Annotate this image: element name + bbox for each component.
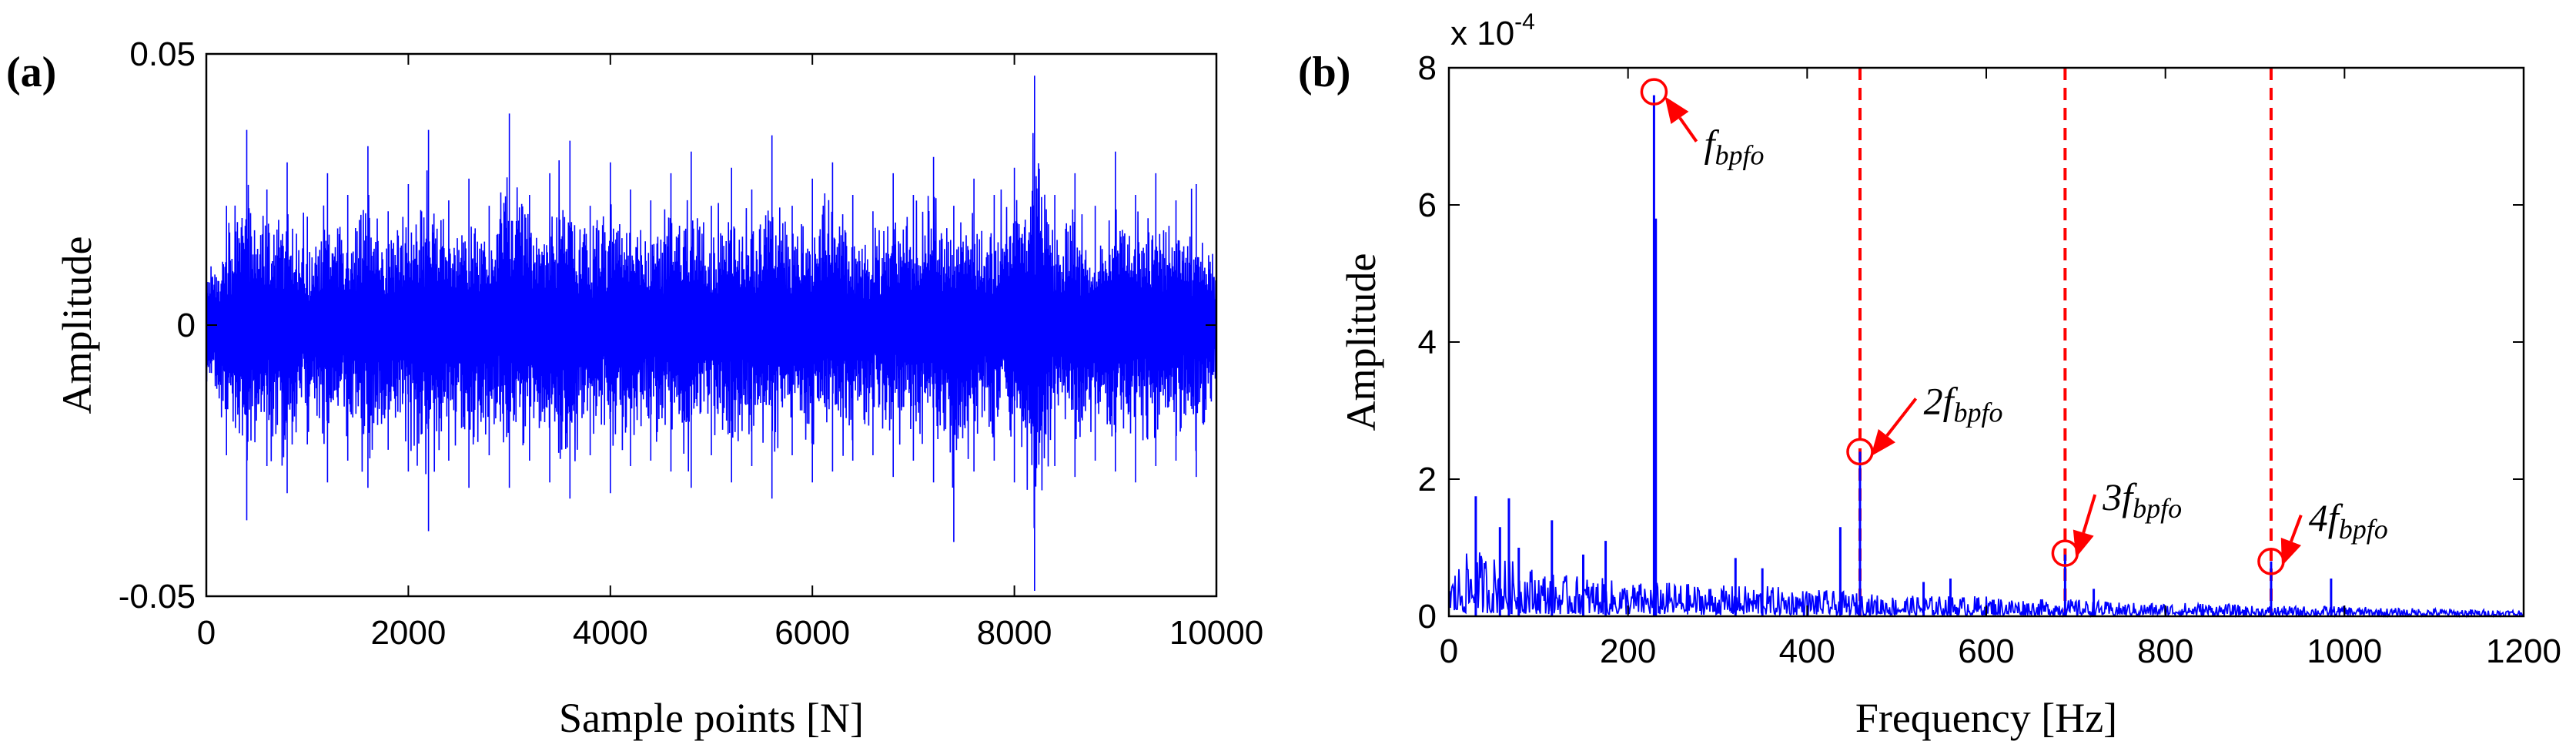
- panel-a-x-tick-label: 8000: [977, 614, 1052, 652]
- panel-b-x-tick-label: 200: [1600, 632, 1656, 670]
- panel-a-y-ticks: -0.05 0 0.05: [119, 35, 1216, 616]
- panel-a-y-axis-label: Amplitude: [54, 236, 100, 414]
- panel-b-x-tick-label: 600: [1958, 632, 2014, 670]
- panel-b-x-tick-label: 0: [1440, 632, 1458, 670]
- panel-b-annotation-label: 2fbpfo: [1924, 379, 2003, 428]
- panel-b-x-tick-label: 1000: [2307, 632, 2382, 670]
- panel-b-y-tick-label: 8: [1418, 49, 1437, 87]
- panel-b-annotation-arrow-shaft: [1678, 116, 1698, 143]
- panel-b-x-ticks: 0 200 400 600 800 1000 1200: [1440, 68, 2561, 670]
- panel-b-annotations: fbpfo 2fbpfo 3fbpfo 4fbpfo: [1705, 122, 2388, 545]
- panel-b-x-tick-label: 400: [1779, 632, 1835, 670]
- panel-a-x-tick-label: 6000: [774, 614, 850, 652]
- panel-a-label: (a): [6, 49, 56, 96]
- panel-b-annotation-arrow-head: [1870, 428, 1895, 457]
- panel-b-annotation-arrow-head: [1664, 96, 1689, 125]
- panel-b-y-ticks: 0 2 4 6 8: [1418, 49, 2524, 636]
- panel-b-annotation-arrow-head: [2280, 538, 2302, 566]
- panel-b-annotation-arrow-shaft: [2290, 515, 2303, 542]
- panel-a-x-tick-label: 4000: [573, 614, 648, 652]
- panel-a-y-tick-label: 0: [177, 307, 196, 344]
- panel-a-signal: [206, 75, 1217, 591]
- panel-b-y-tick-label: 4: [1418, 324, 1437, 361]
- panel-b-annotation-label: 3fbpfo: [2102, 475, 2182, 524]
- panel-b-annotation-arrow-shaft: [2082, 494, 2097, 534]
- panel-b-exponent-label: x 10-4: [1450, 9, 1535, 52]
- panel-b-exponent-power: -4: [1514, 9, 1535, 35]
- panel-a-x-ticks: 0 2000 4000 6000 8000 10000: [197, 54, 1263, 652]
- panel-b-annotation-label: 4fbpfo: [2309, 496, 2388, 545]
- panel-a-y-tick-label: 0.05: [129, 35, 196, 73]
- panel-a-x-tick-label: 10000: [1169, 614, 1263, 652]
- panel-b-y-axis-label: Amplitude: [1338, 253, 1384, 431]
- panel-a-x-axis-label: Sample points [N]: [559, 695, 864, 741]
- panel-b-annotation-arrow-head: [2073, 529, 2094, 558]
- panel-b-peak-marker: [1640, 78, 1668, 106]
- panel-b-label: (b): [1298, 49, 1350, 96]
- panel-a-x-tick-label: 2000: [370, 614, 446, 652]
- panel-b-y-tick-label: 2: [1418, 461, 1437, 498]
- panel-a-signal-trace: [206, 75, 1217, 591]
- panel-b-annotation-arrow-shaft: [1885, 397, 1918, 437]
- panel-b-exponent-base: x 10: [1450, 15, 1514, 52]
- panel-a-x-tick-label: 0: [197, 614, 216, 652]
- panel-b-x-axis-label: Frequency [Hz]: [1855, 695, 2117, 741]
- panel-a-y-tick-label: -0.05: [119, 578, 196, 616]
- panel-b-y-tick-label: 6: [1418, 186, 1437, 224]
- panel-b-y-tick-label: 0: [1418, 598, 1437, 636]
- panel-b-annotation-label: fbpfo: [1705, 122, 1765, 171]
- panel-b-x-tick-label: 800: [2137, 632, 2193, 670]
- panel-b-plot: (b) x 10-4 fbpfo 2fbpfo 3fbpfo 4fbpfo 0 200 4…: [1298, 9, 2561, 741]
- panel-b-harmonic-reference-lines: [1858, 68, 2273, 616]
- panel-b-x-tick-label: 1200: [2486, 632, 2561, 670]
- panel-b-annotation-arrows: [1664, 96, 2303, 566]
